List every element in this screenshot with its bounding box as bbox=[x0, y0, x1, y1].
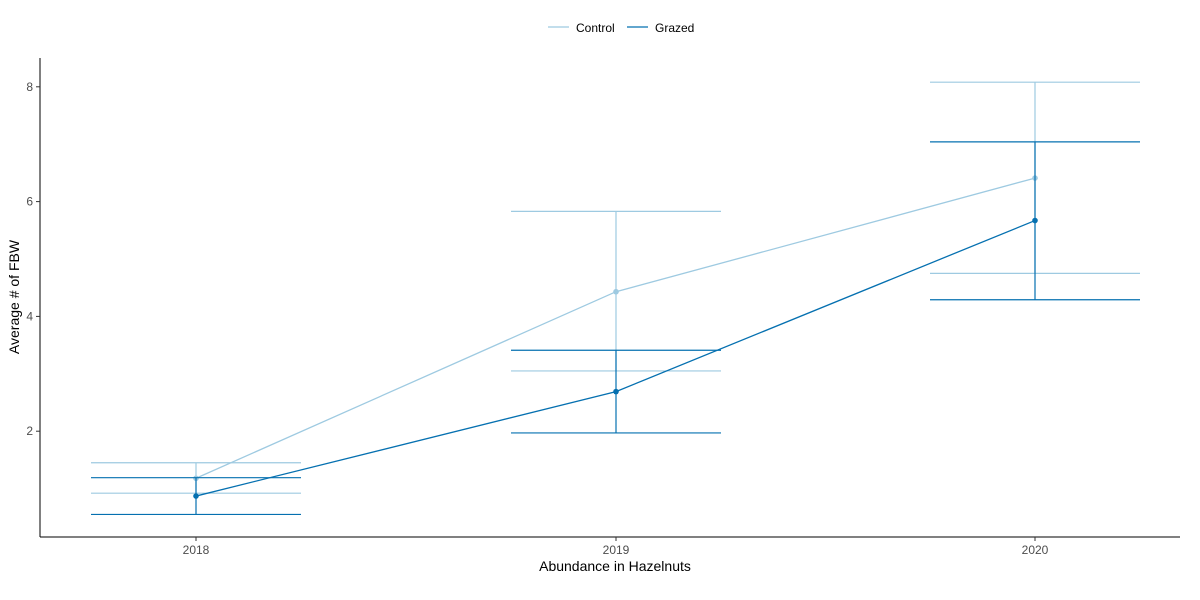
series-layer bbox=[91, 81, 1140, 516]
y-axis-title: Average # of FBW bbox=[6, 239, 22, 354]
x-tick-label: 2019 bbox=[603, 543, 630, 557]
y-axis-ticks: 2 4 6 8 bbox=[26, 80, 40, 438]
legend-label: Control bbox=[576, 21, 615, 35]
x-axis-title: Abundance in Hazelnuts bbox=[539, 558, 691, 574]
x-tick-label: 2018 bbox=[183, 543, 210, 557]
data-point bbox=[613, 388, 619, 395]
series-grazed bbox=[91, 141, 1140, 516]
x-axis-ticks: 2018 2019 2020 bbox=[183, 537, 1049, 557]
y-tick-label: 2 bbox=[26, 424, 33, 438]
y-tick-label: 6 bbox=[26, 195, 33, 209]
data-point bbox=[613, 288, 619, 295]
data-point bbox=[193, 493, 199, 499]
legend-item-grazed: Grazed bbox=[627, 21, 694, 35]
x-tick-label: 2020 bbox=[1022, 543, 1049, 557]
legend-item-control: Control bbox=[548, 21, 615, 35]
data-point bbox=[1032, 217, 1038, 224]
legend: Control Grazed bbox=[548, 21, 694, 35]
legend-label: Grazed bbox=[655, 21, 694, 35]
y-tick-label: 4 bbox=[26, 309, 33, 323]
y-tick-label: 8 bbox=[26, 80, 33, 94]
